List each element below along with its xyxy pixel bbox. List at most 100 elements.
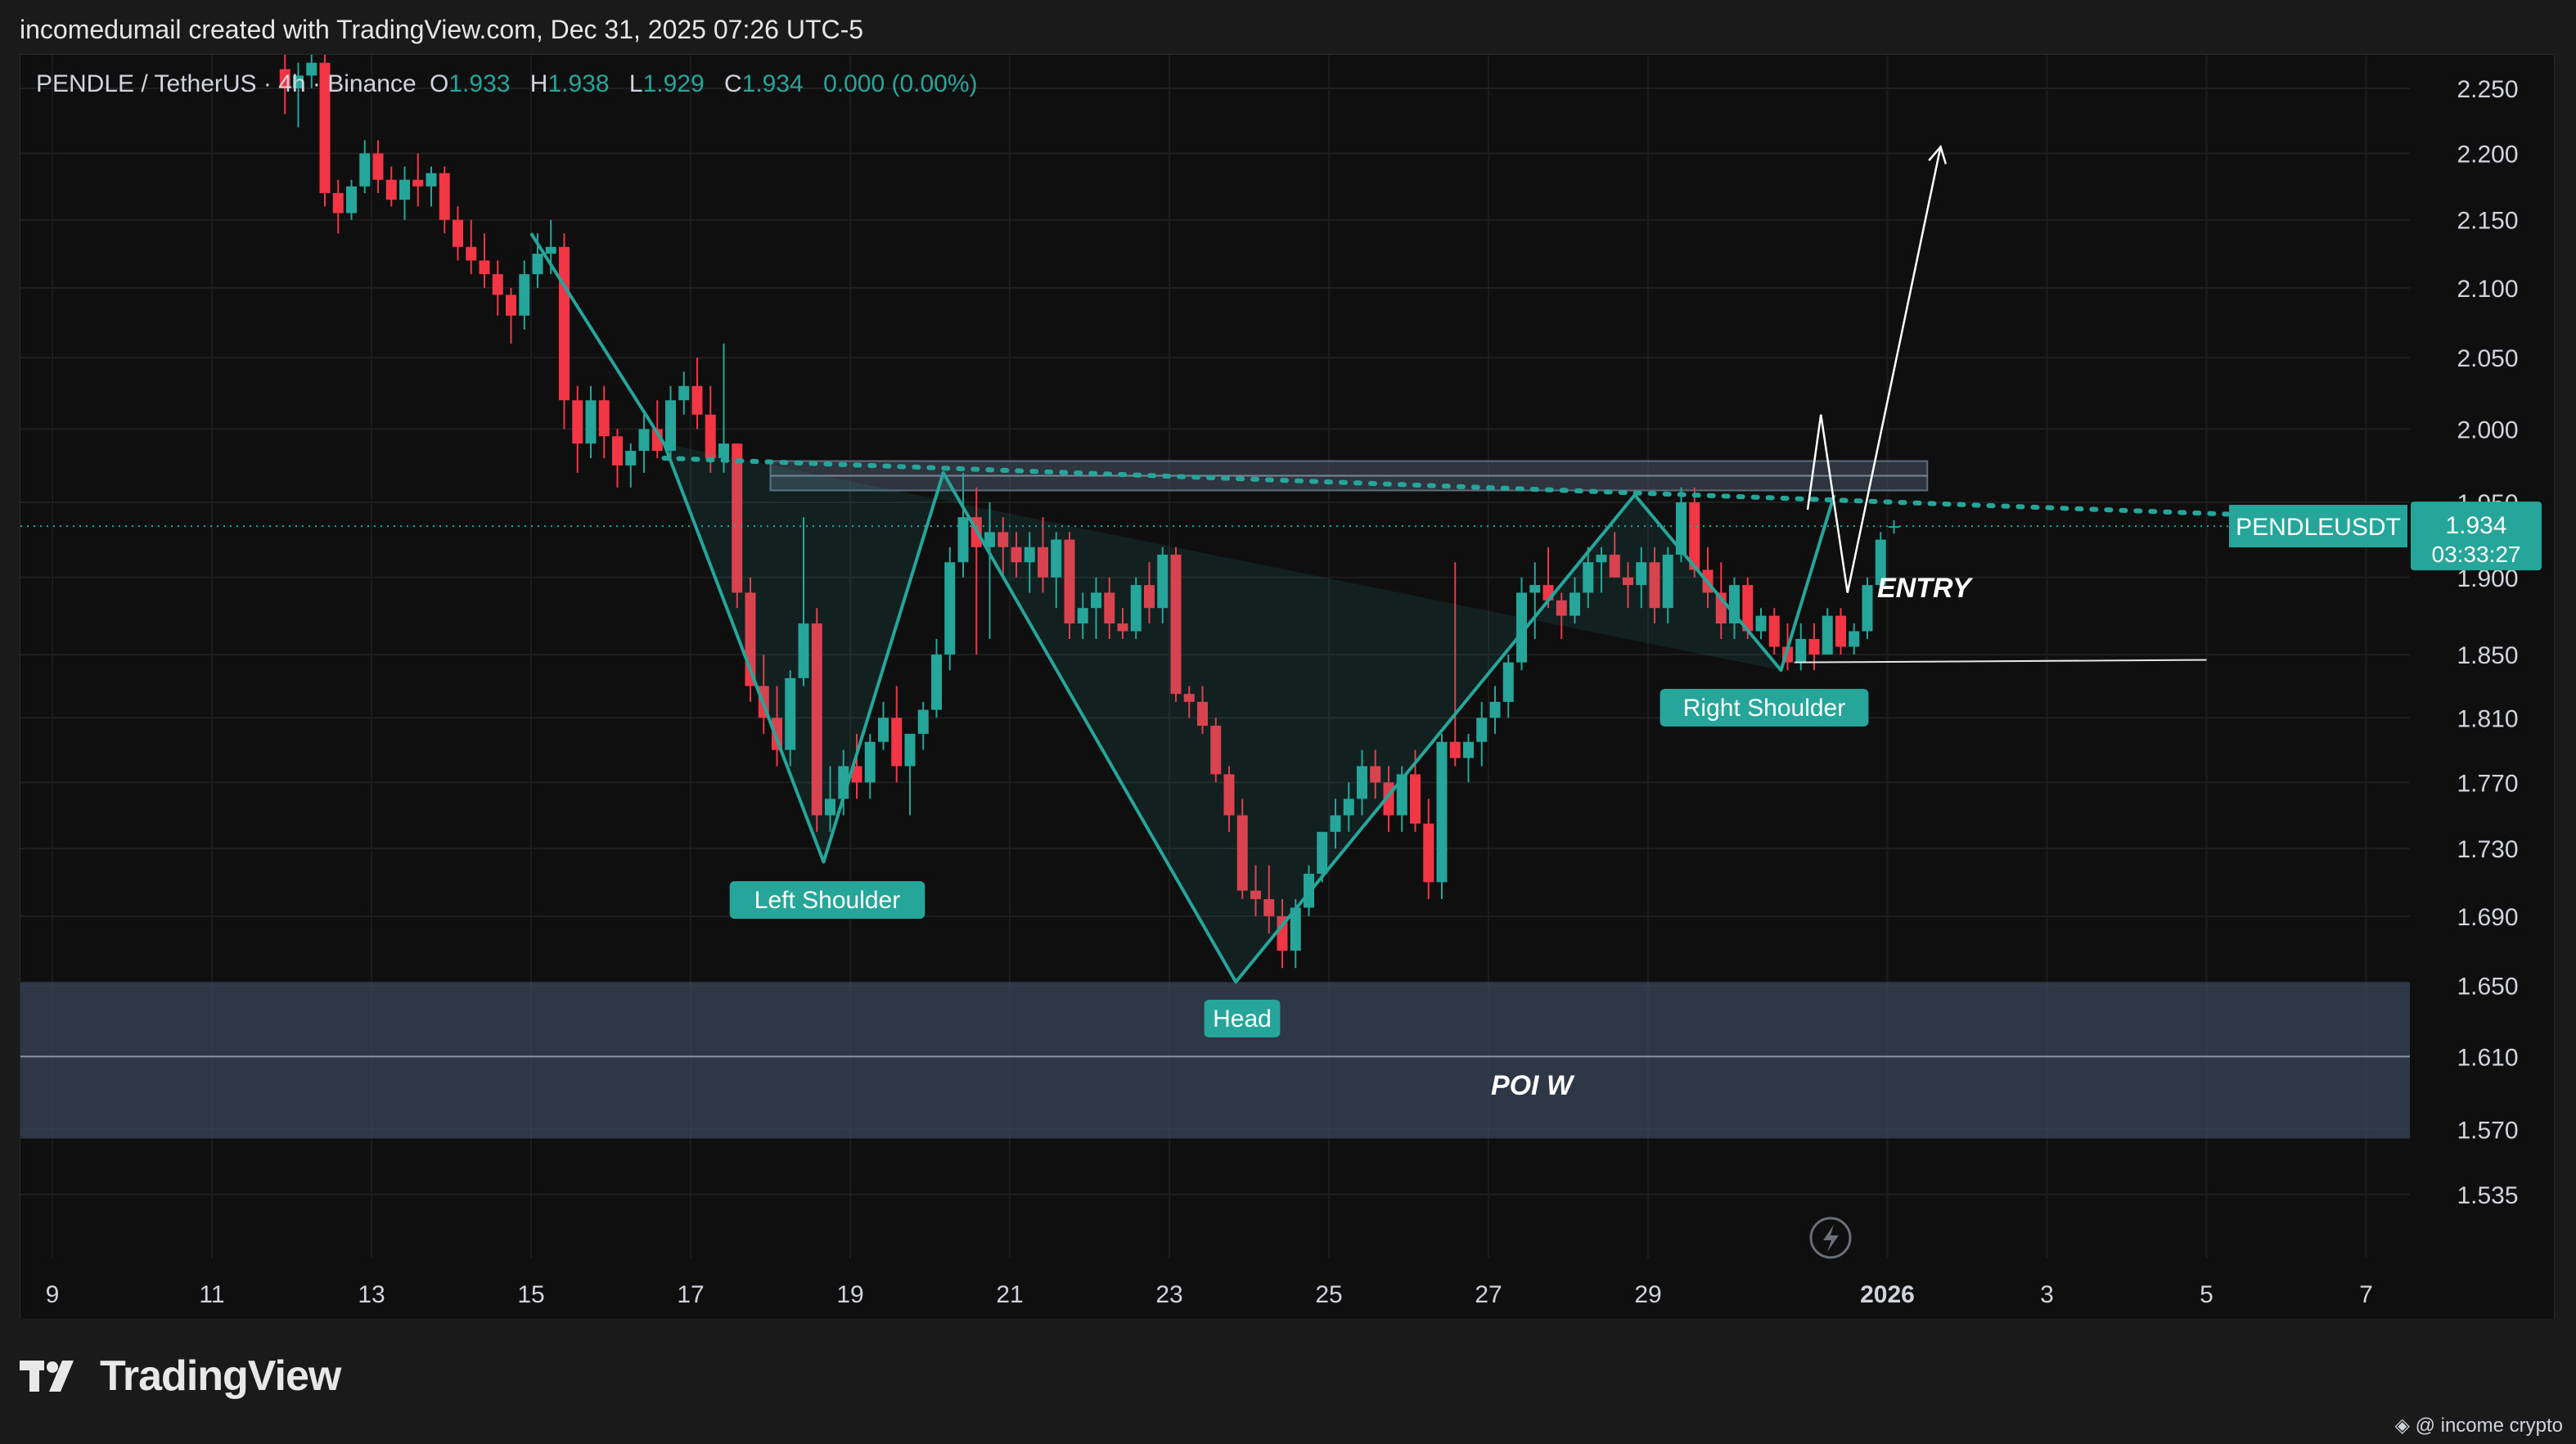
candle-body — [1768, 615, 1780, 647]
candle-body — [1170, 554, 1182, 695]
candle — [279, 55, 290, 115]
candle-body — [1516, 592, 1527, 663]
candle — [1064, 532, 1075, 640]
candle-body — [293, 75, 304, 88]
tradingview-logo[interactable]: TradingView — [20, 1352, 341, 1401]
candle-body — [1277, 915, 1288, 951]
candle-body — [1676, 502, 1687, 555]
chart-credit: incomedumail created with TradingView.co… — [20, 15, 864, 44]
y-tick-label: 1.810 — [2457, 705, 2518, 732]
x-tick-label: 15 — [517, 1281, 544, 1308]
annotation-labels: Left Shoulder Head Right Shoulder ENTRY POI … — [729, 502, 2542, 1259]
candle — [625, 443, 637, 488]
candle — [1862, 577, 1873, 640]
candle-body — [519, 274, 530, 316]
y-tick-label: 1.535 — [2457, 1182, 2518, 1209]
left-shoulder-label-text: Left Shoulder — [754, 887, 900, 914]
candle-body — [1263, 899, 1275, 916]
candle — [718, 343, 729, 473]
candle-body — [439, 173, 450, 220]
candle — [453, 206, 463, 261]
candle-body — [1729, 585, 1740, 624]
candle — [638, 414, 650, 473]
x-tick-label: 19 — [836, 1281, 863, 1308]
candle-body — [1463, 741, 1474, 758]
candle-body — [1596, 554, 1607, 563]
countdown-text: 03:33:27 — [2432, 542, 2521, 567]
projection-arrowhead — [1928, 144, 1948, 164]
candle — [1489, 686, 1501, 734]
candle — [1330, 798, 1341, 849]
legend-open: O1.933 — [430, 70, 511, 97]
candle-body — [1649, 562, 1660, 609]
candle — [984, 502, 995, 640]
candle — [1183, 686, 1195, 718]
candle-body — [1410, 774, 1421, 824]
candle-body — [1489, 701, 1501, 718]
candle — [359, 140, 371, 193]
candle-body — [1210, 726, 1222, 775]
candle-body — [1077, 608, 1088, 624]
candle-body — [359, 153, 371, 187]
candle-body — [904, 733, 916, 767]
candle — [1529, 562, 1541, 640]
candle-body — [492, 274, 503, 295]
candle-body — [1011, 547, 1022, 563]
candle-body — [1038, 547, 1048, 578]
candle — [957, 472, 969, 578]
candle-body — [1835, 615, 1846, 647]
candle — [1476, 701, 1488, 767]
candle-body — [1343, 798, 1354, 816]
price-chart[interactable]: 2.2502.2002.1502.1002.0502.0001.9501.900… — [0, 0, 2576, 1319]
footer: TradingView ◈ @ income crypto — [0, 1319, 2576, 1444]
candle — [492, 260, 503, 316]
candle — [878, 701, 889, 750]
candle — [572, 385, 583, 473]
candle-body — [1223, 774, 1235, 816]
legend-change: 0.000 (0.00%) — [823, 70, 978, 97]
legend-symbol: PENDLE / TetherUS · 4h · Binance — [36, 70, 417, 97]
x-tick-label: 23 — [1155, 1281, 1182, 1308]
candle — [1808, 623, 1820, 671]
candle — [1038, 517, 1048, 593]
candle-body — [1662, 554, 1673, 609]
candle-body — [1849, 631, 1860, 647]
candle — [319, 55, 331, 207]
candle — [1051, 532, 1062, 609]
time-axis: 9 11 13 15 17 19 21 23 25 27 29 2026 3 5 7 — [46, 1281, 2373, 1308]
candle-body — [1476, 718, 1488, 742]
candle — [678, 371, 690, 415]
candle-body — [1157, 554, 1169, 609]
price-axis: 2.2502.2002.1502.1002.0502.0001.9501.900… — [2457, 76, 2518, 1209]
diamond-icon: ◈ — [2394, 1415, 2416, 1437]
head-label-bg — [1204, 1000, 1281, 1037]
candle-body — [1609, 554, 1620, 578]
y-tick-label: 2.100 — [2457, 276, 2518, 303]
candle — [385, 166, 397, 207]
candle-body — [1529, 585, 1541, 593]
candle-body — [878, 718, 889, 742]
candle — [811, 608, 822, 832]
candle — [851, 733, 862, 799]
head-label: Head — [1204, 1000, 1281, 1037]
candle-body — [585, 400, 597, 444]
candle — [1317, 831, 1328, 883]
candle-body — [625, 451, 637, 466]
top-bar: incomedumail created with TradingView.co… — [0, 0, 2576, 54]
candle-body — [385, 179, 397, 200]
candle — [1636, 547, 1647, 609]
candle — [1463, 733, 1474, 783]
candle — [1011, 532, 1022, 578]
ohlc-legend: PENDLE / TetherUS · 4h · Binance O1.933 … — [36, 70, 984, 98]
candle — [612, 429, 623, 488]
lightning-icon — [1809, 1217, 1852, 1259]
candle — [1223, 766, 1235, 832]
candle-body — [453, 219, 463, 247]
candle — [399, 166, 410, 220]
candle-body — [612, 436, 623, 466]
tradingview-logo-icon — [20, 1361, 74, 1392]
candle — [1649, 547, 1660, 624]
legend-low: L1.929 — [628, 70, 705, 97]
ticker-badge-text: PENDLEUSDT — [2236, 514, 2401, 541]
candle-body — [1875, 539, 1886, 586]
